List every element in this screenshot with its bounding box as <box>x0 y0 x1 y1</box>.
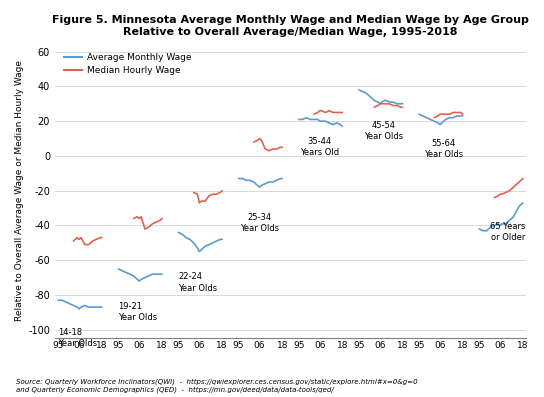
Title: Figure 5. Minnesota Average Monthly Wage and Median Wage by Age Group
Relative t: Figure 5. Minnesota Average Monthly Wage… <box>52 15 529 37</box>
Y-axis label: Relative to Overall Average Wage or Median Hourly Wage: Relative to Overall Average Wage or Medi… <box>15 60 24 321</box>
Text: Source: Quarterly Workforce Inclinators(QWI)  -  https://qwiexplorer.ces.census.: Source: Quarterly Workforce Inclinators(… <box>16 379 418 393</box>
Text: 14-18
Year Olds: 14-18 Year Olds <box>58 328 97 348</box>
Text: 45-54
Year Olds: 45-54 Year Olds <box>364 121 403 141</box>
Text: 55-64
Year Olds: 55-64 Year Olds <box>424 139 463 159</box>
Text: 35-44
Years Old: 35-44 Years Old <box>300 137 339 157</box>
Text: 25-34
Year Olds: 25-34 Year Olds <box>240 213 279 233</box>
Text: 65 Years
or Older: 65 Years or Older <box>490 222 526 242</box>
Text: 22-24
Year Olds: 22-24 Year Olds <box>178 272 218 293</box>
Text: 19-21
Year Olds: 19-21 Year Olds <box>119 302 157 322</box>
Legend: Average Monthly Wage, Median Hourly Wage: Average Monthly Wage, Median Hourly Wage <box>64 53 191 75</box>
